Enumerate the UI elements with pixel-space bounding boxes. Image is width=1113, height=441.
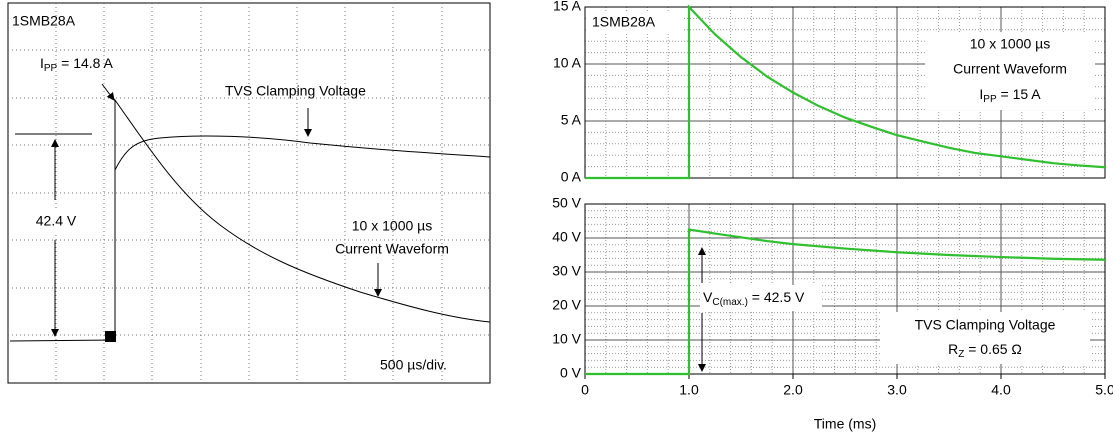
x-tick-label: 0 (581, 382, 589, 398)
timebase-label: 500 µs/div. (380, 357, 447, 373)
ipp-text: = 15 A (997, 86, 1042, 102)
ipp-subscript: PP (44, 63, 58, 74)
y-tick-label: 10 V (552, 331, 581, 347)
y-tick-label: 40 V (552, 229, 581, 245)
figure: 1SMB28A IPP = 14.8 A TVS Clamping Voltag… (0, 0, 1113, 441)
vc-subscript: C(max.) (712, 297, 748, 308)
waveform-label: 10 x 1000 µs (970, 36, 1050, 52)
y-tick-label: 0 V (560, 365, 582, 381)
waveform-label: Current Waveform (953, 61, 1067, 77)
y-tick-label: 0 A (561, 169, 582, 185)
device-label: 1SMB28A (592, 14, 656, 30)
x-tick-label: 2.0 (783, 382, 803, 398)
waveform-label: Current Waveform (335, 241, 449, 257)
y-tick-label: 30 V (552, 263, 581, 279)
voltage-label: TVS Clamping Voltage (225, 83, 366, 99)
trigger-marker (105, 331, 116, 342)
x-tick-label: 1.0 (679, 382, 699, 398)
ipp-text: = 14.8 A (57, 55, 113, 71)
scope-panel: 1SMB28A IPP = 14.8 A TVS Clamping Voltag… (8, 3, 490, 383)
y-tick-label: 5 A (561, 112, 582, 128)
x-tick-label: 5.0 (1095, 382, 1113, 398)
x-tick-label: 3.0 (887, 382, 907, 398)
x-axis-label: Time (ms) (814, 416, 876, 432)
vc-text: = 42.5 V (748, 289, 805, 305)
device-label: 1SMB28A (12, 13, 76, 29)
x-tick-label: 4.0 (991, 382, 1011, 398)
y-tick-label: 15 A (553, 0, 582, 14)
voltage-label: TVS Clamping Voltage (915, 317, 1056, 333)
rz-text: = 0.65 Ω (964, 341, 1022, 357)
y-tick-label: 50 V (552, 195, 581, 211)
rz-symbol: R (948, 341, 958, 357)
waveform-label: 10 x 1000 µs (352, 218, 432, 234)
y-tick-label: 20 V (552, 297, 581, 313)
chart-annotations: 1SMB28A 10 x 1000 µs Current Waveform IP… (588, 12, 1095, 371)
y-tick-label: 10 A (553, 55, 582, 71)
ipp-subscript: PP (983, 94, 997, 105)
clamp-label: 42.4 V (36, 213, 77, 229)
